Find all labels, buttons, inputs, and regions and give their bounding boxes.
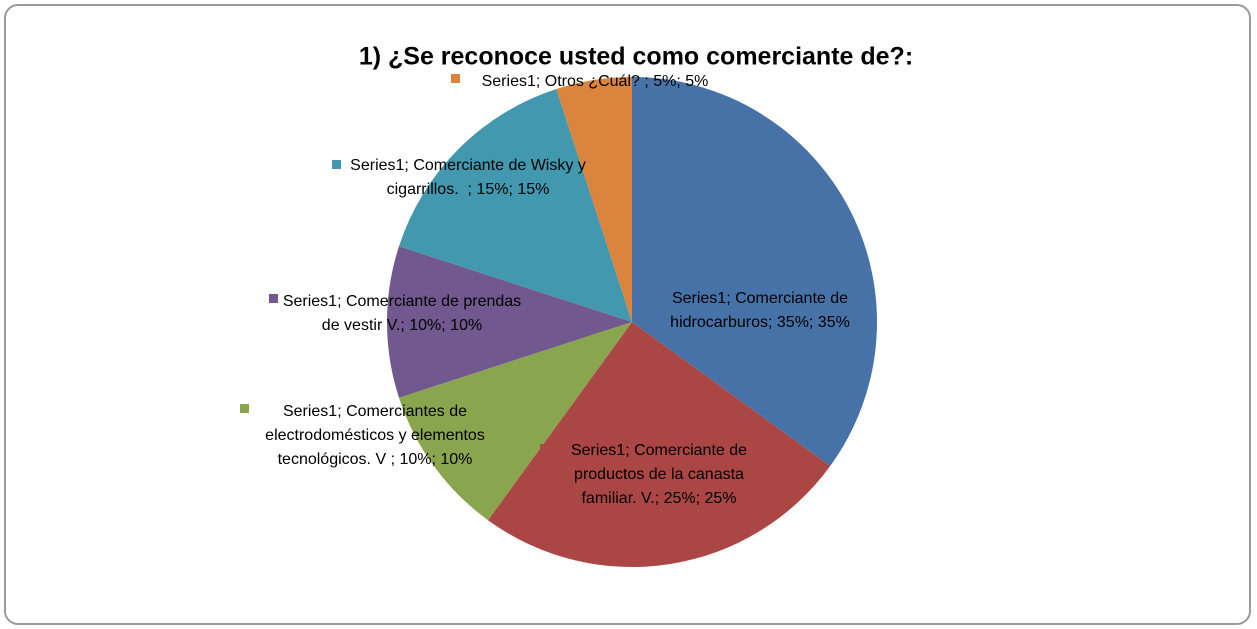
data-label: Series1; Comerciantes de electrodoméstic… — [265, 403, 490, 468]
data-label: Series1; Comerciante de hidrocarburos; 3… — [670, 290, 853, 331]
chart: 1) ¿Se reconoce usted como comerciante d… — [359, 43, 913, 567]
data-label: Series1; Comerciante de Wisky y cigarril… — [350, 157, 591, 198]
pie-slice — [632, 77, 877, 467]
legend-key — [332, 160, 341, 169]
data-label: Series1; Comerciante de prendas de vesti… — [282, 293, 526, 334]
pie-slice — [556, 77, 632, 322]
legend-key — [240, 404, 249, 413]
legend-key — [451, 74, 460, 83]
pie-slice — [386, 246, 632, 398]
chart-frame: 1) ¿Se reconoce usted como comerciante d… — [4, 4, 1251, 625]
data-label: Series1; Otros ¿Cuál? ; 5%; 5% — [481, 73, 709, 90]
data-label: Series1; Comerciante de productos de la … — [570, 442, 752, 507]
chart-title: 1) ¿Se reconoce usted como comerciante d… — [359, 43, 913, 71]
pie-slice — [398, 322, 632, 521]
pie-slice — [487, 322, 831, 567]
pie-slice — [398, 88, 632, 322]
legend-key — [540, 444, 549, 453]
legend-key — [269, 294, 278, 303]
